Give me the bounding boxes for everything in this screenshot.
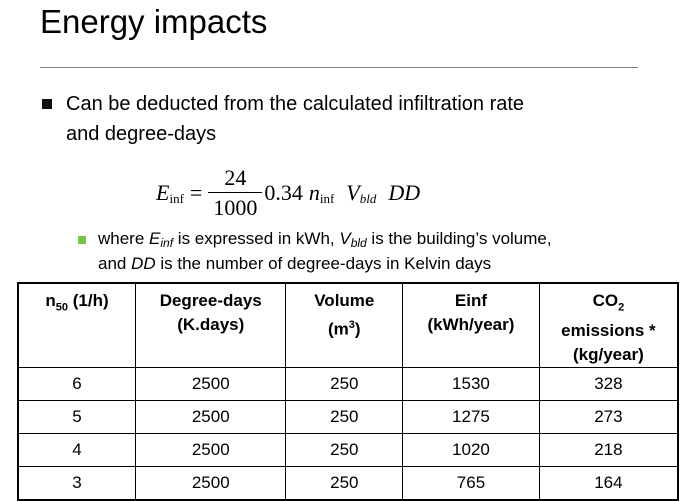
- cell-n50: 4: [17, 433, 136, 468]
- cell-degree-days: 2500: [134, 367, 287, 402]
- formula-v-sub: bld: [359, 191, 377, 206]
- cell-n50: 3: [17, 466, 136, 501]
- green-square-bullet-icon: [78, 236, 86, 244]
- table-row: 6 2500 250 1530 328: [17, 367, 679, 402]
- formula-numerator: 24: [224, 164, 247, 190]
- table-header-row: n50 (1/h) Degree-days (K.days) Volume (m3)…: [17, 282, 679, 369]
- cell-co2: 218: [538, 433, 679, 468]
- cell-degree-days: 2500: [134, 433, 287, 468]
- header-n50: n50 (1/h): [17, 282, 136, 369]
- formula-coefficient: 0.34: [264, 180, 303, 205]
- header-volume: Volume (m3): [285, 282, 404, 369]
- table-row: 3 2500 250 765 164: [17, 466, 679, 501]
- formula-n: n: [308, 180, 320, 205]
- energy-table: n50 (1/h) Degree-days (K.days) Volume (m3)…: [17, 282, 679, 502]
- cell-degree-days: 2500: [134, 400, 287, 435]
- cell-einf: 1020: [402, 433, 540, 468]
- title-divider: [40, 67, 638, 68]
- formula-fraction: 24 1000: [208, 164, 263, 223]
- cell-degree-days: 2500: [134, 466, 287, 501]
- header-einf: Einf (kWh/year): [402, 282, 540, 369]
- slide-title: Energy impacts: [40, 3, 268, 40]
- cell-co2: 164: [538, 466, 679, 501]
- formula-lhs: E: [156, 180, 170, 205]
- square-bullet-icon: [42, 99, 52, 109]
- bullet-text-line-2: and degree-days: [66, 123, 217, 145]
- formula-dd: DD: [388, 180, 421, 205]
- sub-bullet-line-1: where Einf is expressed in kWh, Vbld is …: [98, 229, 552, 250]
- fraction-bar: [208, 191, 263, 193]
- formula-denominator: 1000: [213, 194, 258, 220]
- cell-co2: 273: [538, 400, 679, 435]
- sub-bullet-line-2: and DD is the number of degree-days in K…: [98, 254, 492, 273]
- cell-einf: 1530: [402, 367, 540, 402]
- cell-einf: 765: [402, 466, 540, 501]
- table-row: 5 2500 250 1275 273: [17, 400, 679, 435]
- cell-volume: 250: [285, 466, 404, 501]
- cell-n50: 6: [17, 367, 136, 402]
- cell-n50: 5: [17, 400, 136, 435]
- cell-volume: 250: [285, 433, 404, 468]
- cell-volume: 250: [285, 400, 404, 435]
- header-co2: CO2 emissions * (kg/year): [538, 282, 679, 369]
- cell-co2: 328: [538, 367, 679, 402]
- formula-lhs-sub: inf: [169, 191, 184, 206]
- formula-n-sub: inf: [319, 191, 335, 206]
- header-degree-days: Degree-days (K.days): [134, 282, 287, 369]
- formula-equals: =: [189, 180, 203, 205]
- bullet-text-line-1: Can be deducted from the calculated infi…: [66, 93, 525, 115]
- formula-v: V: [346, 180, 360, 205]
- cell-einf: 1275: [402, 400, 540, 435]
- cell-volume: 250: [285, 367, 404, 402]
- table-row: 4 2500 250 1020 218: [17, 433, 679, 468]
